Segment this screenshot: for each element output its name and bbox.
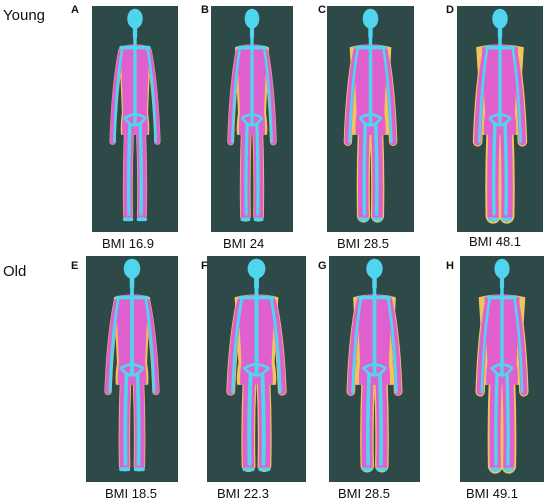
body-scan-b [211, 6, 293, 232]
body-scan-a [92, 6, 178, 232]
body-scan-c [327, 6, 414, 232]
panel-letter-b: B [201, 4, 209, 16]
body-silhouette [227, 8, 277, 222]
bmi-label-e: BMI 18.5 [105, 486, 158, 501]
body-scan-d [457, 6, 543, 232]
bmi-label-f: BMI 22.3 [217, 486, 270, 501]
body-scan-h [460, 256, 544, 482]
body-silhouette [226, 258, 287, 473]
body-silhouette [109, 8, 161, 222]
row-label-old: Old [3, 263, 27, 280]
panel-letter-a: A [71, 4, 79, 16]
panel-letter-g: G [318, 260, 327, 272]
body-silhouette [472, 8, 528, 224]
body-scan-e [86, 256, 178, 482]
panel-letter-d: D [446, 4, 454, 16]
bmi-label-g: BMI 28.5 [338, 486, 391, 501]
body-silhouette [104, 258, 160, 472]
bmi-label-d: BMI 48.1 [469, 234, 522, 249]
panel-letter-f: F [201, 260, 208, 272]
body-scan-f [207, 256, 306, 482]
body-silhouette [346, 258, 403, 473]
body-scan-g [329, 256, 420, 482]
bmi-label-c: BMI 28.5 [337, 236, 390, 251]
bmi-label-h: BMI 49.1 [466, 486, 519, 501]
panel-letter-e: E [71, 260, 79, 272]
row-label-young: Young [3, 7, 45, 24]
body-silhouette [475, 258, 529, 474]
body-silhouette [343, 8, 398, 223]
panel-letter-c: C [318, 4, 326, 16]
panel-letter-h: H [446, 260, 454, 272]
bmi-label-a: BMI 16.9 [102, 236, 155, 251]
bmi-label-b: BMI 24 [223, 236, 265, 251]
